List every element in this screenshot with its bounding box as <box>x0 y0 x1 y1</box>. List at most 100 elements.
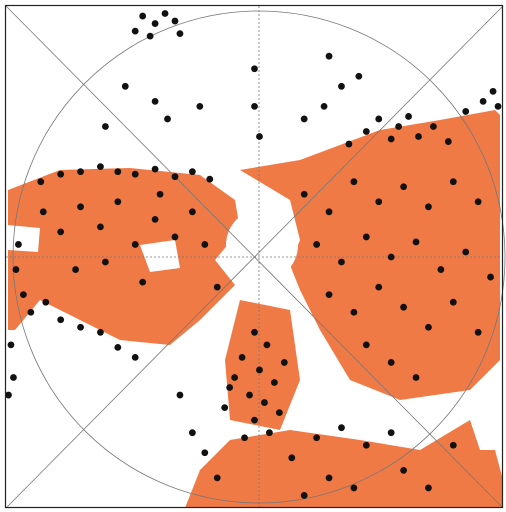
point <box>387 253 395 261</box>
point <box>42 298 50 306</box>
point <box>161 10 169 17</box>
point <box>97 223 104 231</box>
point <box>412 374 420 381</box>
point <box>206 175 214 183</box>
point <box>131 354 139 361</box>
point <box>114 198 122 206</box>
point <box>263 341 271 349</box>
point <box>171 233 179 241</box>
land-west <box>8 168 240 345</box>
point <box>489 87 497 95</box>
point <box>226 384 234 391</box>
land-east <box>240 110 500 400</box>
point <box>171 173 179 181</box>
point <box>300 190 308 198</box>
point <box>338 424 345 432</box>
point <box>139 278 147 286</box>
point <box>362 233 370 241</box>
point <box>201 241 209 248</box>
point <box>387 135 395 143</box>
point <box>72 266 79 273</box>
point <box>151 20 159 27</box>
point <box>102 258 109 266</box>
point <box>412 238 420 246</box>
point <box>425 484 432 492</box>
point <box>325 291 333 299</box>
point <box>201 449 209 457</box>
point <box>400 466 407 474</box>
point <box>395 123 403 130</box>
point <box>487 273 494 281</box>
point <box>479 97 487 105</box>
point <box>121 82 129 90</box>
point <box>151 165 159 173</box>
point <box>362 341 370 349</box>
point <box>256 133 263 140</box>
point <box>188 429 196 437</box>
point <box>251 103 258 110</box>
point <box>270 379 278 386</box>
point <box>213 474 221 482</box>
point <box>37 178 45 186</box>
point <box>462 248 470 256</box>
point <box>256 366 263 374</box>
point <box>375 115 383 123</box>
point <box>462 108 470 115</box>
point <box>139 12 147 20</box>
point <box>131 27 139 35</box>
point <box>77 323 84 331</box>
point <box>57 170 65 178</box>
point <box>430 123 437 130</box>
point <box>325 208 333 216</box>
point <box>10 374 17 381</box>
point <box>400 183 407 191</box>
point <box>300 492 308 499</box>
point <box>251 65 258 73</box>
point <box>57 316 65 324</box>
point <box>400 303 407 311</box>
point <box>320 103 328 110</box>
point <box>241 434 248 442</box>
point <box>345 140 353 148</box>
point <box>338 258 345 266</box>
point <box>131 170 139 178</box>
point <box>151 215 159 223</box>
point <box>375 283 383 291</box>
point <box>494 103 502 110</box>
points <box>5 10 502 499</box>
meridian <box>5 5 504 509</box>
point <box>280 359 288 366</box>
point <box>415 133 422 140</box>
point <box>213 283 221 291</box>
point <box>238 354 246 361</box>
point <box>362 128 370 135</box>
point <box>251 416 258 424</box>
land-center <box>225 300 300 430</box>
frame <box>4 4 504 509</box>
point <box>350 484 358 492</box>
point <box>325 52 333 60</box>
point <box>449 298 457 306</box>
point <box>275 409 283 417</box>
point <box>474 328 482 336</box>
point <box>12 266 20 273</box>
point <box>57 228 65 236</box>
point <box>300 115 308 123</box>
point <box>15 241 22 248</box>
point <box>313 434 321 442</box>
point <box>387 429 395 437</box>
point <box>251 328 258 336</box>
point <box>176 391 184 399</box>
point <box>156 190 164 198</box>
point <box>266 429 273 437</box>
point <box>350 308 358 316</box>
point <box>39 208 47 216</box>
point <box>288 454 296 462</box>
point <box>474 198 482 206</box>
point <box>77 203 84 211</box>
point <box>27 308 35 316</box>
point <box>19 291 27 299</box>
point <box>362 441 370 449</box>
point <box>355 72 363 80</box>
point <box>114 343 122 351</box>
